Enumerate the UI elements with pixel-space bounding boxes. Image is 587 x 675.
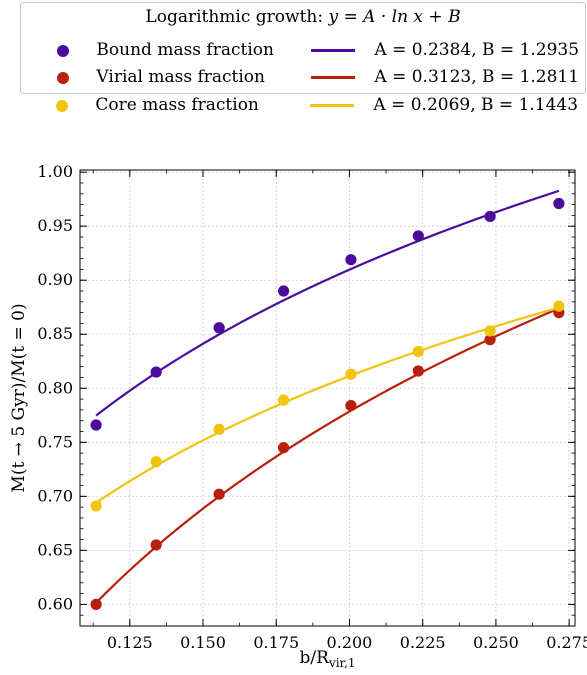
legend-marker-core	[56, 99, 68, 112]
legend-line-virial	[311, 76, 355, 79]
data-point-series-1	[213, 488, 225, 500]
data-point-series-1	[412, 365, 424, 377]
x-tick-label: 0.150	[180, 633, 226, 652]
legend-fit-label-virial: A = 0.3123, B = 1.2811	[374, 67, 580, 87]
legend-fit-bound: A = 0.2384, B = 1.2935	[303, 38, 579, 62]
y-tick-label: 0.80	[37, 378, 73, 397]
x-tick-label: 0.125	[107, 633, 153, 652]
legend-line-bound	[311, 49, 355, 52]
legend-label-core: Core mass fraction	[95, 95, 259, 115]
legend-fit-core: A = 0.2069, B = 1.1443	[302, 93, 578, 117]
fit-line-series-0	[95, 189, 560, 417]
data-point-series-2	[345, 368, 357, 380]
x-tick-label: 0.225	[400, 633, 446, 652]
legend: Logarithmic growth: y = A · ln x + B Bou…	[20, 2, 586, 94]
data-point-series-0	[412, 230, 424, 242]
y-tick-label: 0.95	[37, 216, 73, 235]
legend-title: Logarithmic growth: y = A · ln x + B	[21, 7, 585, 27]
legend-marker-virial	[57, 71, 69, 84]
data-point-series-0	[345, 254, 357, 266]
data-point-series-2	[90, 500, 102, 512]
data-point-series-0	[484, 210, 496, 223]
data-point-series-0	[150, 366, 162, 378]
data-point-series-0	[213, 322, 225, 334]
y-tick-label: 0.90	[37, 270, 73, 289]
data-point-series-2	[553, 300, 565, 312]
legend-fit-virial: A = 0.3123, B = 1.2811	[303, 65, 579, 89]
legend-entry-core: Core mass fraction	[20, 93, 259, 117]
y-tick-label: 0.70	[37, 486, 73, 505]
x-axis-label: b/Rvir,1	[300, 648, 356, 670]
x-tick-label: 0.250	[473, 633, 519, 652]
data-point-series-1	[345, 399, 357, 412]
y-tick-label: 0.60	[37, 594, 73, 613]
fit-line-series-2	[95, 306, 560, 504]
legend-title-formula: y = A · ln x + B	[328, 7, 461, 27]
x-tick-label: 0.275	[546, 633, 587, 652]
legend-fit-label-bound: A = 0.2384, B = 1.2935	[374, 40, 580, 60]
data-point-series-0	[553, 197, 565, 210]
legend-entry-virial: Virial mass fraction	[21, 65, 265, 89]
data-point-series-0	[277, 285, 290, 297]
plot-frame	[79, 169, 576, 627]
x-tick-label: 0.175	[253, 633, 299, 652]
y-tick-label: 1.00	[37, 162, 73, 181]
legend-entry-bound: Bound mass fraction	[21, 38, 274, 62]
legend-label-virial: Virial mass fraction	[96, 67, 265, 87]
data-point-series-1	[484, 334, 496, 346]
data-point-series-2	[277, 394, 290, 406]
data-point-series-1	[150, 539, 162, 551]
data-point-series-1	[277, 442, 290, 454]
y-tick-label: 0.65	[37, 540, 73, 559]
legend-fit-label-core: A = 0.2069, B = 1.1443	[373, 95, 579, 115]
y-tick-label: 0.85	[37, 324, 73, 343]
data-point-series-2	[150, 456, 162, 468]
data-point-series-2	[484, 325, 496, 337]
legend-label-bound: Bound mass fraction	[96, 40, 274, 60]
y-tick-label: 0.75	[37, 432, 73, 451]
y-axis-label: M(t → 5 Gyr)/M(t = 0)	[9, 303, 29, 492]
data-point-series-0	[90, 419, 102, 431]
legend-title-prefix: Logarithmic growth:	[145, 7, 324, 27]
legend-line-core	[310, 104, 354, 107]
data-point-series-2	[213, 423, 225, 435]
fit-line-series-1	[95, 307, 560, 604]
legend-marker-bound	[57, 44, 69, 57]
x-tick-label: 0.200	[327, 633, 373, 652]
data-point-series-2	[412, 345, 424, 358]
data-point-series-1	[90, 598, 102, 610]
